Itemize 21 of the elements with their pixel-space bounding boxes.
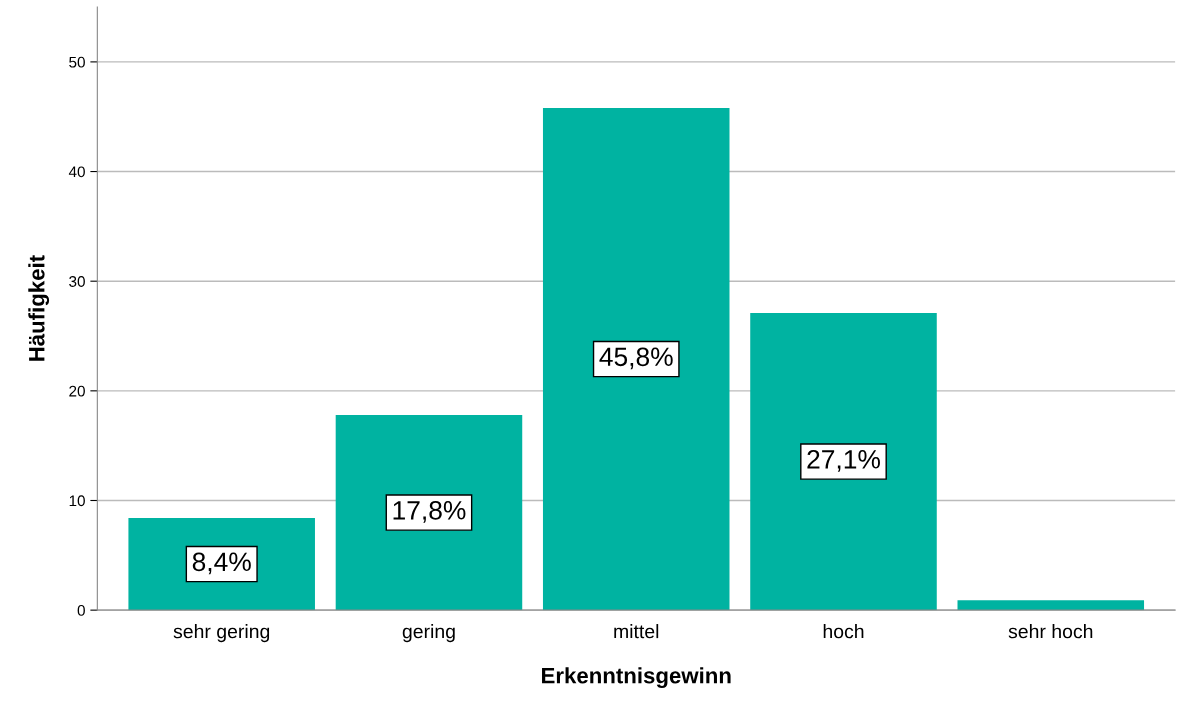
data-label: 8,4%: [192, 552, 251, 575]
y-tick-label: 30: [69, 276, 85, 287]
x-tick-label: mittel: [614, 624, 659, 639]
data-label: 27,1%: [807, 449, 880, 472]
x-tick-label: sehr gering: [173, 624, 270, 643]
data-label: 45,8%: [599, 347, 673, 370]
x-tick-label: sehr hoch: [1008, 624, 1093, 639]
x-tick-label: gering: [402, 624, 455, 643]
x-axis-title: Erkenntnisgewinn: [542, 667, 731, 688]
y-tick-label: 0: [77, 605, 85, 616]
y-axis-title: Häufigkeit: [28, 255, 50, 361]
y-tick-label: 20: [69, 385, 85, 397]
y-tick-label: 40: [68, 166, 85, 178]
bar: [542, 107, 730, 611]
y-tick-label: 10: [69, 495, 85, 507]
y-tick-label: 50: [69, 56, 85, 68]
bar: [335, 414, 523, 611]
x-tick-label: hoch: [823, 624, 864, 639]
bar: [750, 312, 937, 611]
data-label: 17,8%: [393, 500, 466, 523]
bar: [957, 600, 1145, 611]
